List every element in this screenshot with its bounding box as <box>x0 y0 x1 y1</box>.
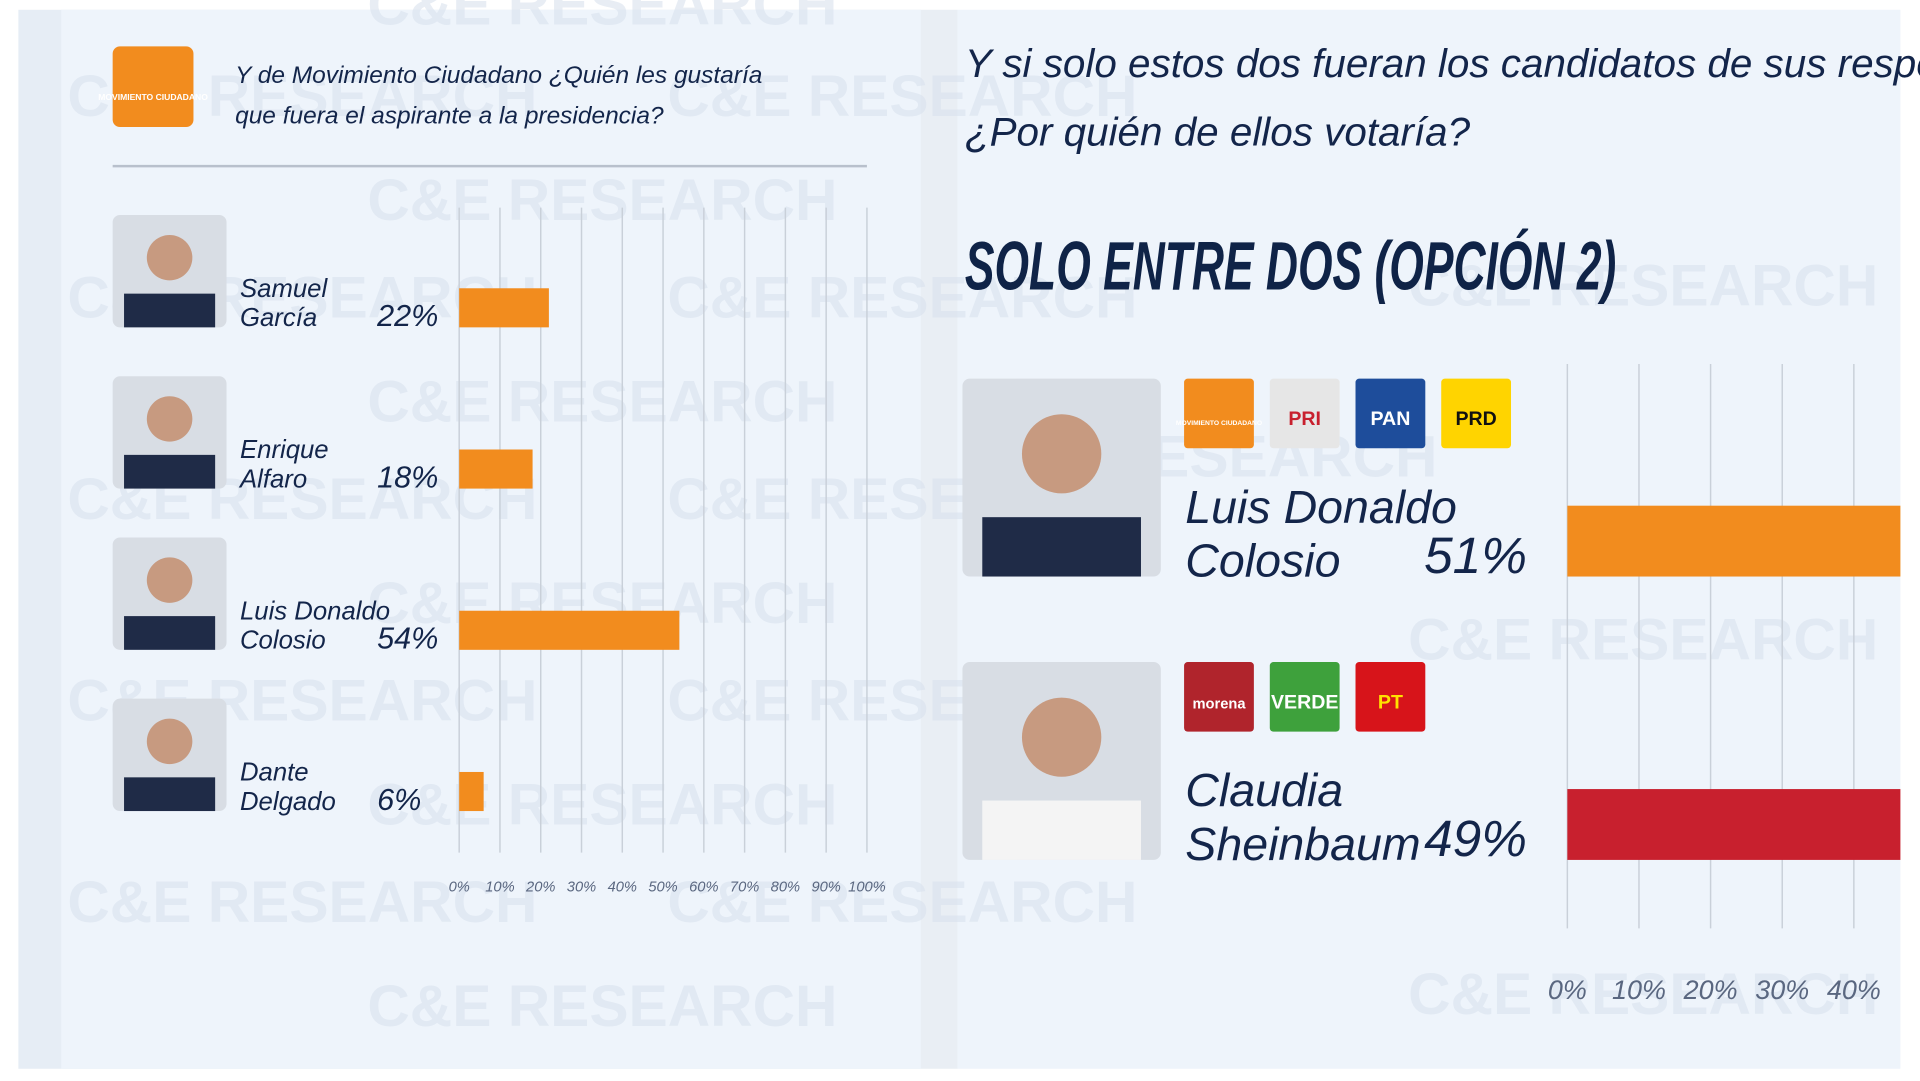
party-logo <box>1355 662 1426 732</box>
category-label: Enrique Alfaro <box>238 436 336 493</box>
value-label: 49% <box>1424 810 1527 867</box>
x-tick-label: 90% <box>811 880 840 896</box>
party-logo-text: PRD <box>1455 408 1496 430</box>
x-tick-label: 70% <box>730 880 759 896</box>
party-logo-text: PRI <box>1288 408 1321 430</box>
party-logo <box>1269 378 1340 449</box>
category-label: Dante Delgado <box>240 759 336 816</box>
x-tick-label: 0% <box>1548 975 1587 1005</box>
x-tick-label: 30% <box>1755 975 1809 1005</box>
watermark: C&E RESEARCH <box>367 369 837 434</box>
party-logo-text: PAN <box>1370 408 1410 430</box>
bars <box>459 288 680 812</box>
party-logo-text: VERDE <box>1271 691 1338 713</box>
value-label: 54% <box>377 622 438 656</box>
bar <box>459 449 533 489</box>
category-label: Claudia Sheinbaum <box>1185 764 1420 870</box>
photo-body <box>982 800 1141 860</box>
x-tick-label: 0% <box>449 880 470 896</box>
category-label: Samuel García <box>240 275 334 332</box>
bar <box>459 771 484 812</box>
x-tick-label: 100% <box>848 880 886 896</box>
chart-subtitle: SOLO ENTRE DOS (OPCIÓN 2) <box>965 228 1616 305</box>
watermark: C&E RESEARCH <box>667 64 1137 129</box>
photo-body <box>124 454 216 489</box>
photo-head <box>146 718 193 765</box>
party-logo <box>1355 378 1426 449</box>
party-logo <box>1441 378 1512 449</box>
bars <box>1567 505 1901 860</box>
value-label: 6% <box>377 783 421 817</box>
value-label: 22% <box>376 299 438 333</box>
watermark: C&E RESEARCH <box>667 870 1137 935</box>
mc-logo-text: MOVIMIENTO CIUDADANO <box>98 92 208 102</box>
value-label: 18% <box>377 460 438 494</box>
photo-head <box>146 234 193 281</box>
watermark: C&E RESEARCH <box>667 266 1137 331</box>
x-tick-label: 40% <box>1827 975 1881 1005</box>
mc-logo <box>112 46 194 128</box>
x-tick-label: 20% <box>1683 975 1738 1005</box>
watermark: C&E RESEARCH <box>367 168 837 233</box>
x-tick-label: 80% <box>771 880 800 896</box>
watermark: C&E RESEARCH <box>367 974 837 1039</box>
photo-head <box>1021 697 1102 777</box>
bar <box>1567 505 1901 577</box>
chart-title: ¿Por quién de ellos votaría? <box>965 108 1471 154</box>
party-logo <box>1184 662 1254 732</box>
photo-head <box>146 396 193 442</box>
bar <box>459 610 680 650</box>
gap <box>920 9 958 1069</box>
x-tick-label: 20% <box>525 880 555 896</box>
photo-body <box>124 616 216 650</box>
x-tick-label: 30% <box>567 880 596 896</box>
photo-head <box>1021 414 1102 494</box>
x-tick-label: 50% <box>648 880 677 896</box>
photo-head <box>146 557 193 603</box>
x-tick-label: 10% <box>1612 975 1666 1005</box>
watermark: C&E RESEARCH <box>1408 608 1878 673</box>
party-logo <box>1269 662 1340 732</box>
photo-body <box>982 517 1141 577</box>
watermark: C&E RESEARCH <box>367 0 837 37</box>
chart-title: Y de Movimiento Ciudadano ¿Quién les gus… <box>235 62 762 89</box>
category-label: Luis Donaldo Colosio <box>1185 481 1470 587</box>
watermark: C&E RESEARCH <box>1408 253 1878 318</box>
watermark: C&E RESEARCH <box>67 870 537 935</box>
party-logo-text: morena <box>1192 696 1246 712</box>
party-logo <box>1184 378 1254 449</box>
party-logo-text: MOVIMIENTO CIUDADANO <box>1176 420 1262 427</box>
x-tick-label: 40% <box>608 880 637 896</box>
category-label: Luis Donaldo Colosio <box>240 597 397 654</box>
chart-title: que fuera el aspirante a la presidencia? <box>235 102 664 129</box>
x-tick-label: 10% <box>485 880 514 896</box>
x-tick-label: 60% <box>689 880 718 896</box>
party-logo-text: PT <box>1378 691 1403 713</box>
bar <box>1567 789 1901 860</box>
bar <box>459 288 549 328</box>
chart-title: Y si solo estos dos fueran los candidato… <box>965 40 1920 86</box>
photo-body <box>124 777 216 812</box>
watermark: C&E RESEARCH <box>367 773 837 838</box>
value-label: 51% <box>1424 527 1527 584</box>
watermark: C&E RESEARCH <box>1408 962 1878 1027</box>
photo-body <box>124 293 216 328</box>
